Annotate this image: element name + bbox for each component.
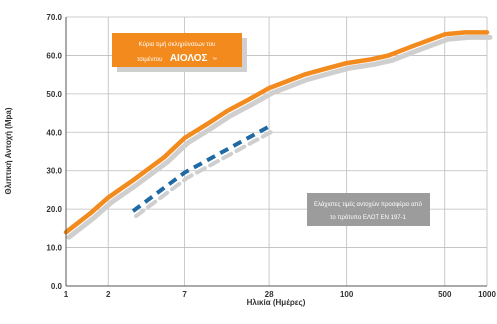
x-tick-label: 500 — [438, 290, 452, 299]
series-1-point — [184, 172, 185, 173]
series-0-point — [184, 138, 185, 139]
series-1-point — [269, 126, 270, 127]
x-tick-label: 28 — [265, 290, 274, 299]
annotation-aiolos-line2-group: τσιμέντου ΑΙΟΛΟΣ ™ — [137, 48, 217, 65]
series-0-point — [346, 63, 347, 64]
y-tick-label: 40.0 — [46, 128, 62, 137]
x-axis-label: Ηλικία (Ημέρες) — [247, 298, 306, 307]
annotation-aiolos-trademark: ™ — [212, 57, 217, 63]
series-0-point — [465, 32, 466, 33]
y-tick-label: 50.0 — [46, 90, 62, 99]
series-0-point — [108, 197, 109, 198]
y-tick-labels: 0.0 10.0 20.0 30.0 40.0 50.0 60.0 70.0 — [46, 13, 62, 291]
y-tick-label: 20.0 — [46, 205, 62, 214]
y-tick-label: 10.0 — [46, 244, 62, 253]
series-0-point — [269, 88, 270, 89]
annotation-aiolos-line1: Κύρια τιμή σκληρύνσεων του — [139, 41, 216, 48]
annotation-aiolos-box — [112, 33, 242, 67]
series-0-point — [413, 45, 414, 46]
y-tick-label: 0.0 — [51, 282, 63, 291]
series-0-point — [206, 124, 207, 125]
annotation-aiolos-line2: τσιμέντου — [137, 56, 162, 63]
annotation-aiolos-brand: ΑΙΟΛΟΣ — [170, 53, 208, 64]
series-0-point — [248, 99, 249, 100]
annotation-elot-box — [307, 193, 430, 226]
x-tick-label: 100 — [340, 290, 354, 299]
x-tick-label: 2 — [106, 290, 111, 299]
series-0-point — [226, 111, 227, 112]
y-tick-label: 30.0 — [46, 167, 62, 176]
y-axis-label: Θλιπτική Αντοχή (Mpa) — [4, 107, 13, 194]
series-group — [63, 30, 490, 235]
annotation-elot-line2: το πρότυπο ΕΛΟΤ ΕΝ 197-1 — [330, 214, 407, 221]
series-0-point — [164, 157, 165, 158]
series-shadow-1 — [134, 129, 275, 219]
y-tick-label: 70.0 — [46, 13, 62, 22]
series-0-point — [371, 59, 372, 60]
series-shadow-0 — [66, 34, 493, 240]
x-tick-label: 7 — [182, 290, 187, 299]
aiolos-series-line — [63, 30, 490, 235]
x-tick-labels: 1 2 7 28 100 500 1000 — [64, 290, 497, 299]
series-0-point — [444, 34, 445, 35]
annotation-elot-line1: Ελάχιστες τιμές αντοχών προσφέρει από — [314, 201, 423, 208]
series-0-point — [388, 55, 389, 56]
series-0-point — [487, 32, 488, 33]
series-0-point — [132, 180, 133, 181]
series-0-point — [304, 74, 305, 75]
series-1-point — [226, 149, 227, 150]
elot-series-line — [131, 124, 271, 213]
series-0-point — [90, 212, 91, 213]
annotation-aiolos: Κύρια τιμή σκληρύνσεων του τσιμέντου ΑΙΟ… — [112, 33, 247, 72]
annotation-elot: Ελάχιστες τιμές αντοχών προσφέρει από το… — [307, 193, 430, 226]
series-0-point — [324, 68, 325, 69]
x-tick-label: 1000 — [478, 290, 496, 299]
y-tick-label: 60.0 — [46, 51, 62, 60]
x-tick-label: 1 — [64, 290, 69, 299]
series-shadows — [66, 34, 493, 240]
series-1-point — [132, 211, 133, 212]
